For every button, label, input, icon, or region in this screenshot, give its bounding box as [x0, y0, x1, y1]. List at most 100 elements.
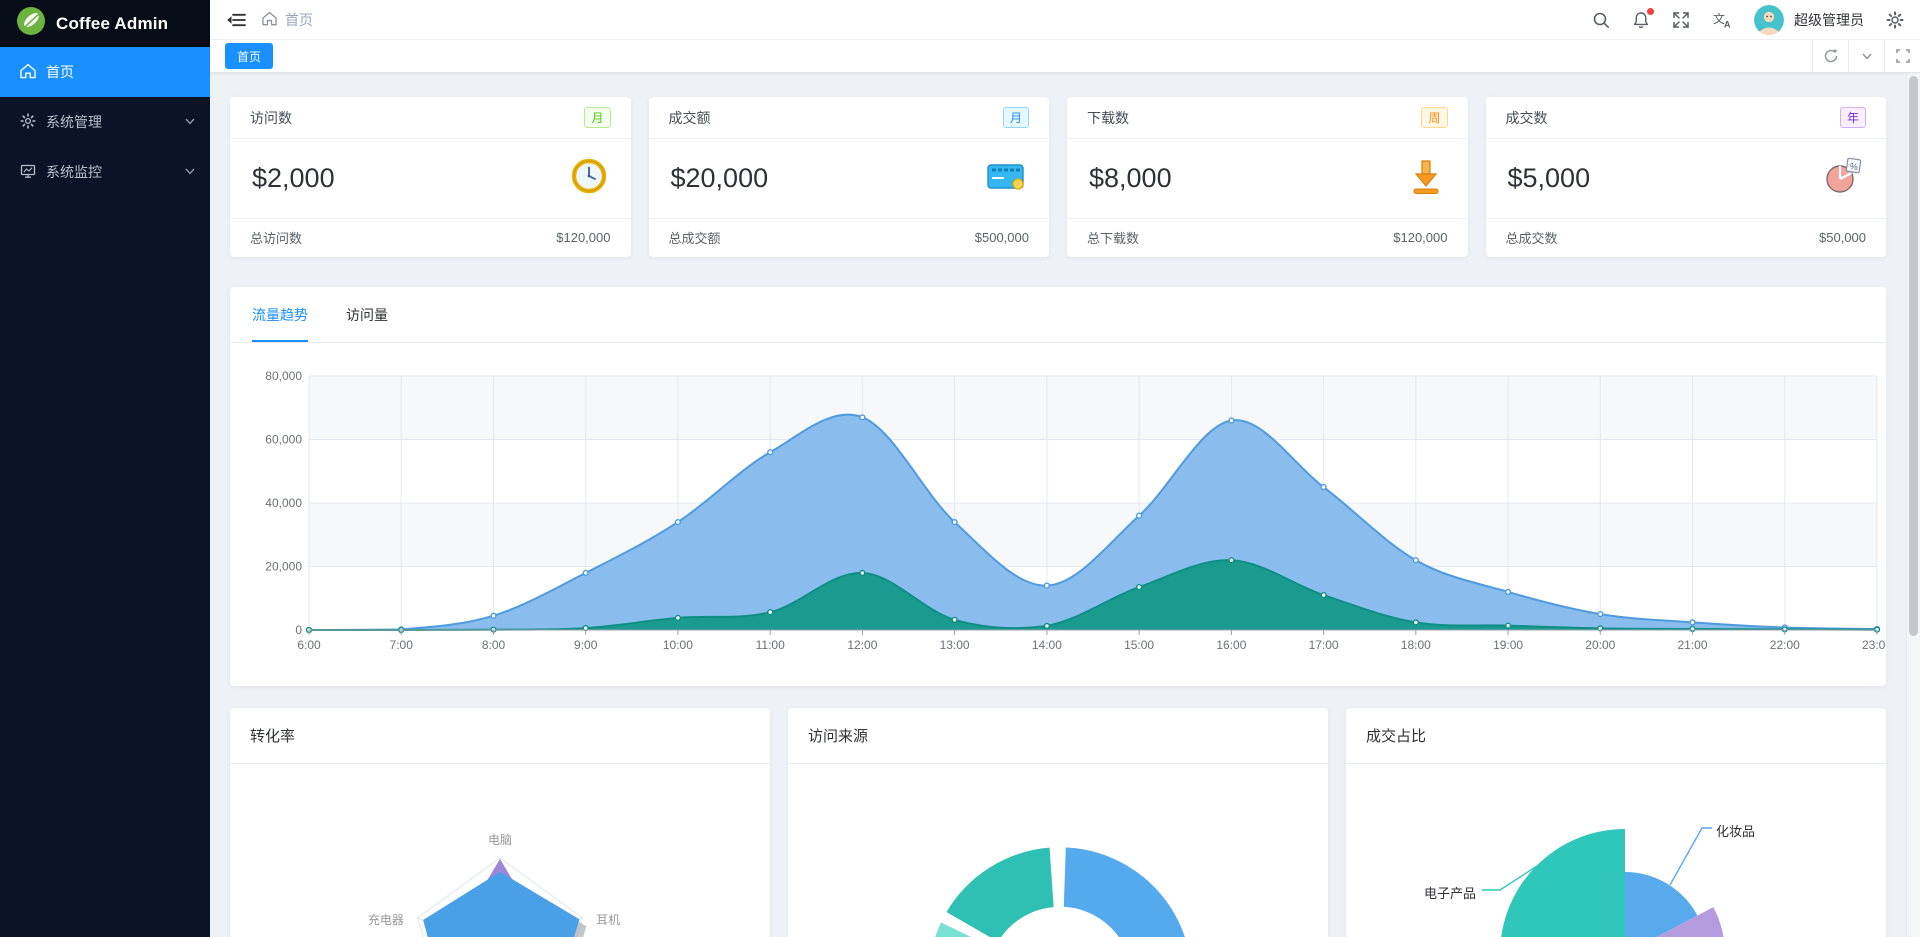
breadcrumb-label: 首页 — [285, 11, 313, 28]
main-area: 首页 — [210, 0, 1920, 937]
pie-icon: % — [1822, 156, 1864, 201]
stat-card-visits: 访问数 月 $2,000 — [230, 97, 631, 257]
stat-footer-value: $120,000 — [556, 230, 611, 245]
svg-text:7:00: 7:00 — [390, 638, 414, 652]
chevron-down-icon[interactable] — [1848, 40, 1884, 72]
svg-text:文: 文 — [1713, 11, 1725, 26]
download-icon — [1406, 156, 1446, 201]
stat-card-deals: 成交数 年 $5,000 % — [1485, 97, 1886, 257]
sidebar-collapse-icon[interactable] — [226, 10, 246, 30]
stat-footer-value: $120,000 — [1393, 230, 1448, 245]
clock-icon — [569, 156, 609, 201]
coffee-admin-logo-icon — [16, 6, 46, 41]
stat-footer-label: 总访问数 — [250, 231, 303, 246]
svg-text:6:00: 6:00 — [297, 638, 321, 652]
sidebar-item-label: 首页 — [46, 64, 74, 80]
gear-icon — [20, 112, 36, 132]
conversion-rate-radar-chart: 电脑耳机 充电器 — [230, 764, 770, 937]
scrollbar-thumb[interactable] — [1909, 76, 1918, 636]
tab-traffic-trend[interactable]: 流量趋势 — [252, 305, 308, 342]
svg-text:电脑: 电脑 — [488, 833, 512, 847]
sidebar-item-label: 系统监控 — [46, 164, 102, 180]
stat-value: $2,000 — [252, 163, 335, 193]
tab-visit-volume[interactable]: 访问量 — [346, 307, 388, 323]
app-logo: Coffee Admin — [0, 0, 210, 47]
app-title: Coffee Admin — [56, 13, 169, 33]
username-label: 超级管理员 — [1794, 11, 1864, 28]
search-icon[interactable] — [1592, 11, 1610, 29]
svg-text:21:00: 21:00 — [1677, 638, 1707, 652]
svg-text:20:00: 20:00 — [1585, 638, 1615, 652]
maximize-icon[interactable] — [1884, 40, 1920, 72]
svg-text:%: % — [1849, 161, 1858, 172]
stat-value: $5,000 — [1507, 163, 1591, 193]
sidebar-item-label: 系统管理 — [46, 114, 102, 130]
svg-text:11:00: 11:00 — [756, 638, 785, 652]
svg-text:充电器: 充电器 — [368, 912, 404, 927]
svg-text:20,000: 20,000 — [265, 560, 302, 574]
visit-source-donut-chart — [788, 764, 1328, 937]
refresh-icon[interactable] — [1812, 40, 1848, 72]
svg-text:耳机: 耳机 — [596, 913, 620, 927]
visit-source-card: 访问来源 — [788, 708, 1328, 937]
period-badge: 月 — [1002, 107, 1029, 128]
svg-text:电子产品: 电子产品 — [1424, 886, 1476, 901]
svg-text:14:00: 14:00 — [1032, 638, 1062, 652]
stat-footer-label: 总成交额 — [668, 231, 721, 246]
svg-text:13:00: 13:00 — [940, 638, 970, 652]
deal-share-card: 成交占比 电子产品 化妆品 — [1346, 708, 1886, 937]
svg-text:9:00: 9:00 — [574, 638, 598, 652]
home-icon — [20, 63, 36, 82]
stat-footer-label: 总成交数 — [1505, 231, 1558, 246]
sidebar-item-system-monitor[interactable]: 系统监控 — [0, 147, 210, 197]
svg-text:16:00: 16:00 — [1216, 638, 1246, 652]
notification-bell-icon[interactable] — [1632, 7, 1654, 29]
conversion-rate-card: 转化率 电脑耳机 充电器 — [230, 708, 770, 937]
user-menu[interactable]: 超级管理员 — [1754, 4, 1864, 35]
card-title: 转化率 — [230, 708, 770, 764]
sidebar-item-system-management[interactable]: 系统管理 — [0, 97, 210, 147]
svg-text:19:00: 19:00 — [1493, 638, 1523, 652]
svg-text:12:00: 12:00 — [847, 638, 877, 652]
svg-text:17:00: 17:00 — [1309, 638, 1339, 652]
svg-text:23:00: 23:00 — [1862, 638, 1886, 652]
svg-text:80,000: 80,000 — [265, 369, 302, 383]
stat-card-title: 下载数 — [1087, 109, 1129, 126]
period-badge: 年 — [1839, 107, 1866, 128]
translate-icon[interactable]: 文 A — [1712, 11, 1732, 29]
card-title: 访问来源 — [788, 708, 1328, 764]
bottom-card-row: 转化率 电脑耳机 充电器 访问来源 成交占比 电子产品 化妆品 — [230, 708, 1886, 937]
traffic-trend-chart: 6:00 7:00 8:00 9:00 10:00 11:00 12:00 13:00 14:0… — [230, 343, 1892, 686]
stat-card-title: 成交数 — [1505, 109, 1548, 126]
notification-dot — [1647, 7, 1654, 15]
stat-card-title: 成交额 — [668, 109, 711, 126]
settings-gear-icon[interactable] — [1886, 11, 1904, 29]
stat-footer-value: $50,000 — [1819, 230, 1866, 245]
avatar — [1754, 4, 1784, 35]
chevron-down-icon — [184, 114, 196, 130]
stat-footer-value: $500,000 — [974, 230, 1029, 245]
svg-text:18:00: 18:00 — [1401, 638, 1431, 652]
bank-card-icon — [985, 156, 1027, 201]
stat-footer-label: 总下载数 — [1087, 231, 1140, 246]
traffic-trend-card: 流量趋势 访问量 6:00 7:00 8:00 9:00 10:00 11:00 12:00… — [230, 287, 1892, 686]
stat-card-row: 访问数 月 $2,000 — [230, 97, 1886, 257]
tab-home[interactable]: 首页 — [225, 43, 274, 69]
fullscreen-icon[interactable] — [1672, 11, 1690, 29]
breadcrumb[interactable]: 首页 — [262, 10, 313, 30]
card-title: 成交占比 — [1346, 708, 1886, 764]
svg-text:化妆品: 化妆品 — [1716, 824, 1755, 839]
svg-text:A: A — [1724, 19, 1731, 29]
svg-text:8:00: 8:00 — [482, 638, 506, 652]
trend-tabs: 流量趋势 访问量 — [230, 287, 1886, 343]
period-badge: 月 — [584, 107, 611, 128]
svg-text:0: 0 — [295, 623, 302, 637]
stat-value: $20,000 — [670, 163, 769, 193]
stat-card-turnover: 成交额 月 $20,000 — [648, 97, 1049, 257]
sidebar-item-home[interactable]: 首页 — [0, 47, 210, 97]
monitor-icon — [20, 163, 36, 182]
svg-text:60,000: 60,000 — [265, 433, 302, 447]
svg-text:15:00: 15:00 — [1124, 638, 1154, 652]
stat-card-downloads: 下载数 周 $8,000 — [1067, 97, 1468, 257]
